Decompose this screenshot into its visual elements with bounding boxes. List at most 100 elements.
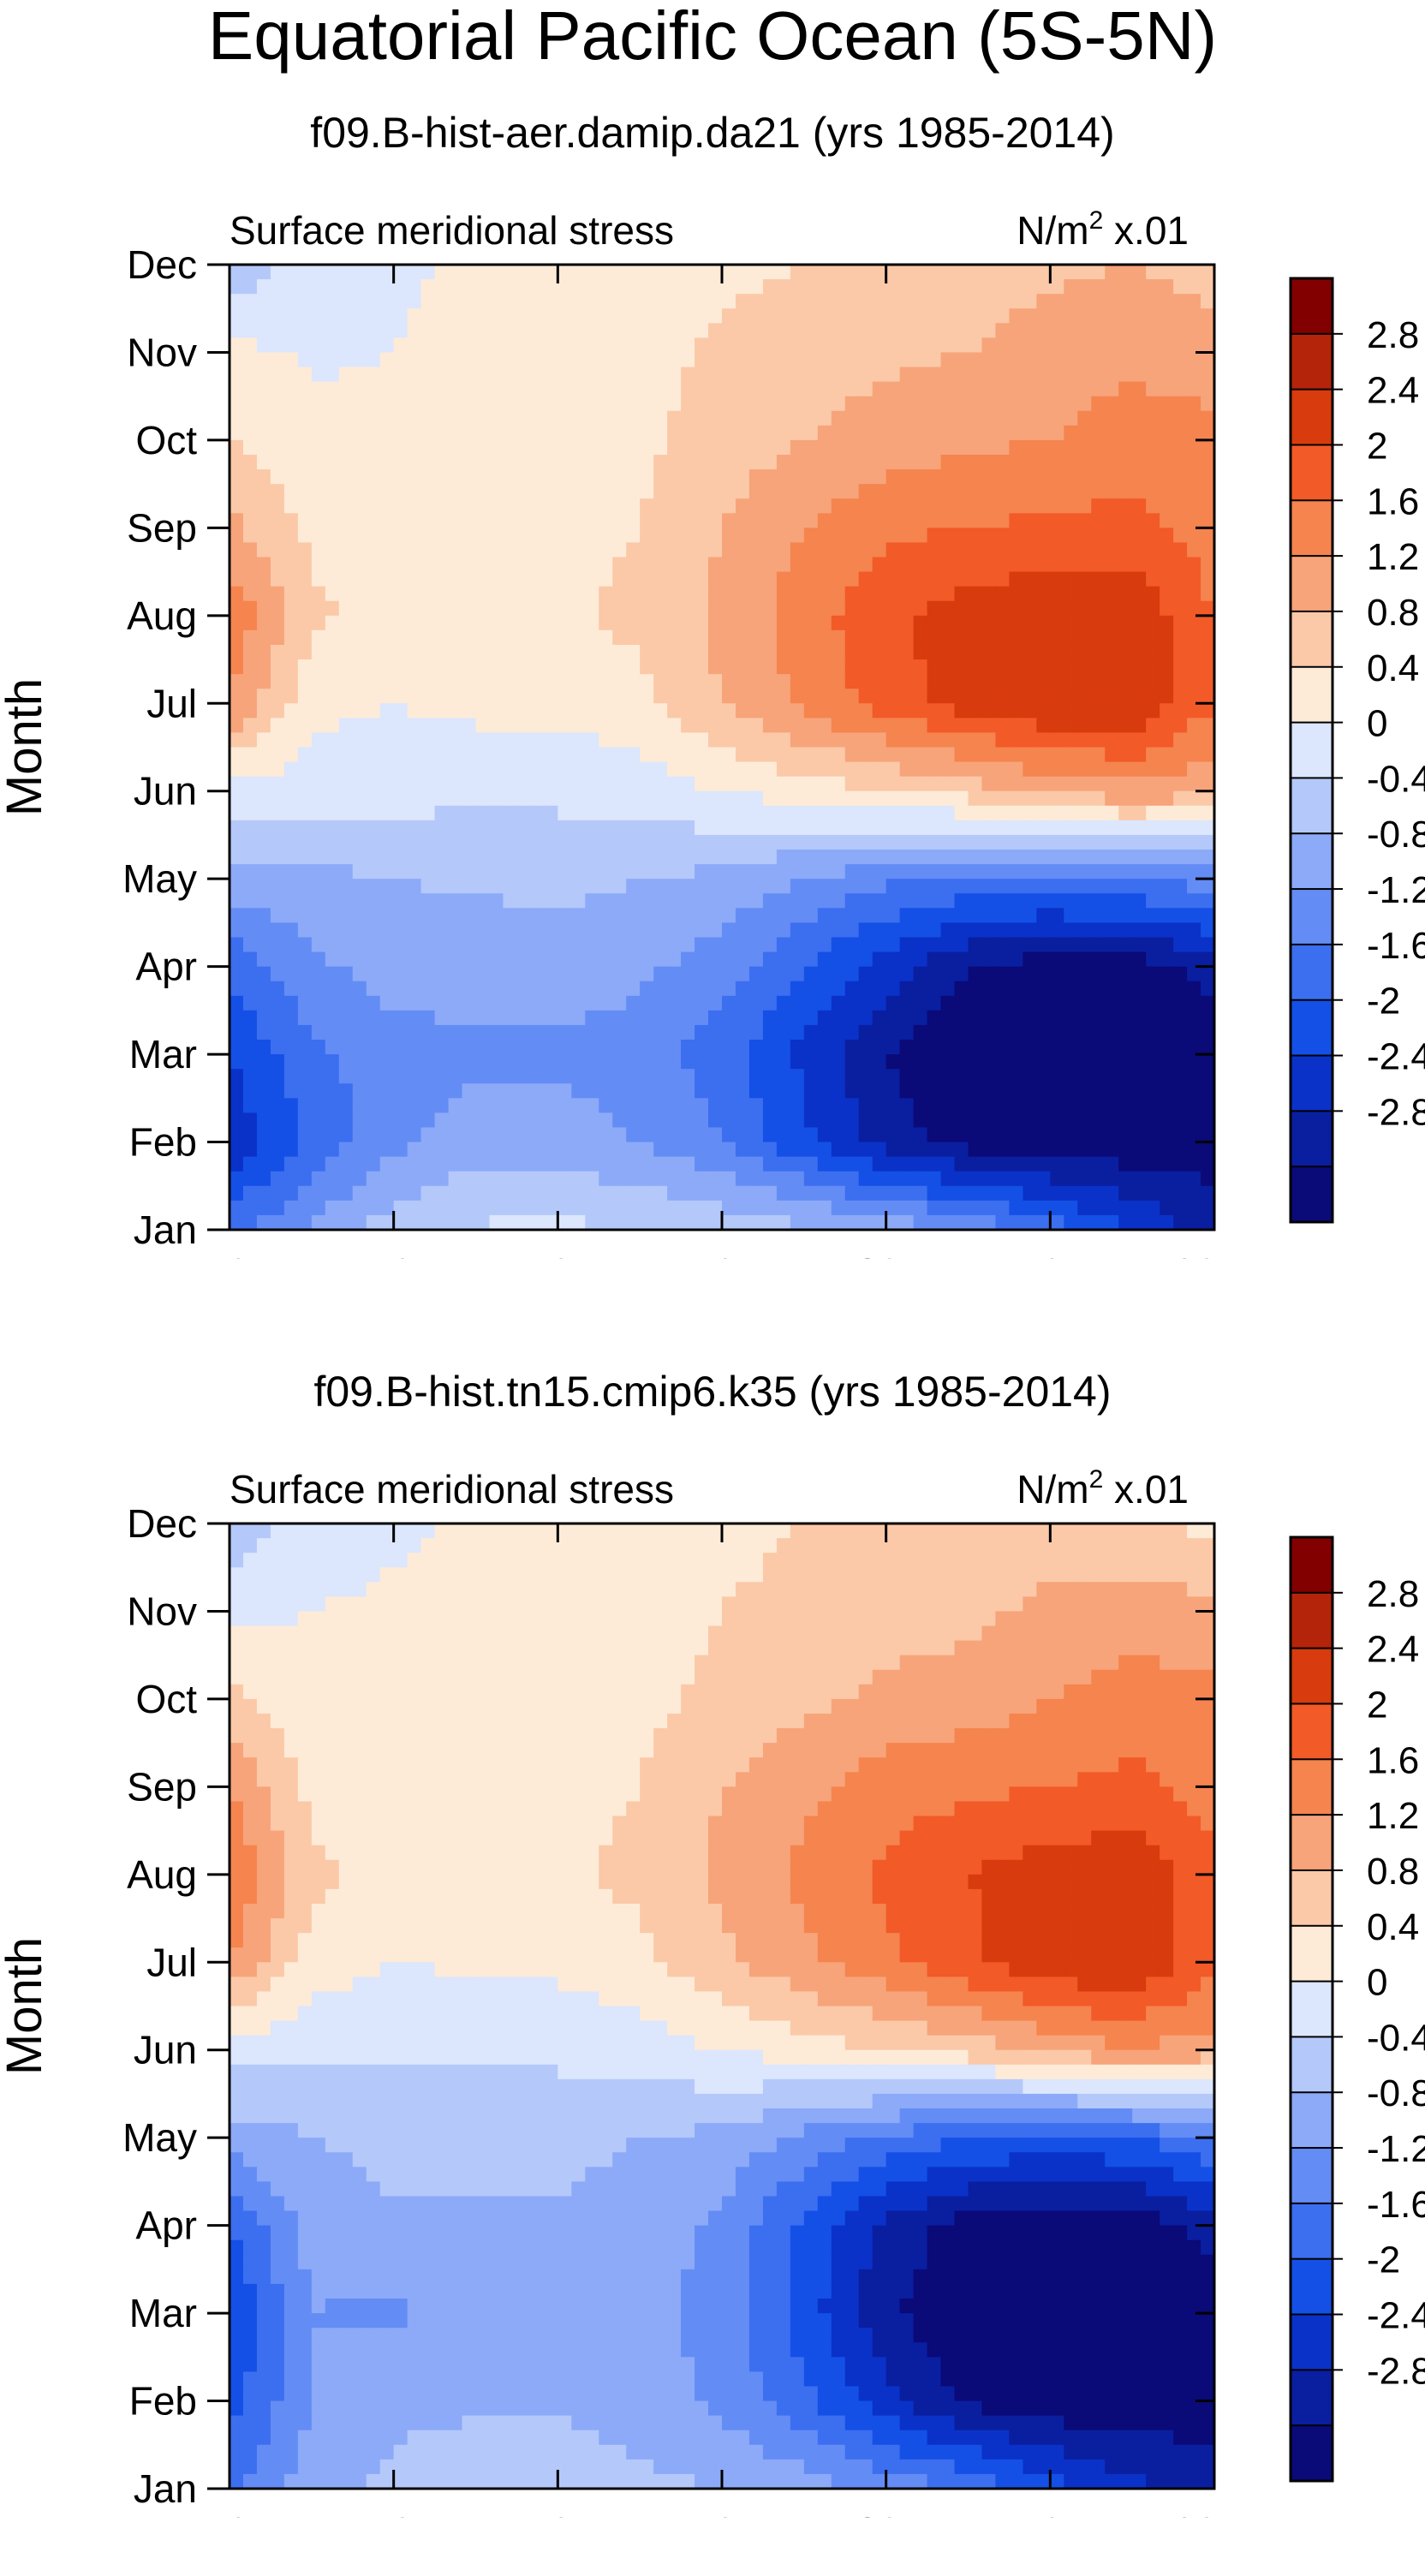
contour-cell (1132, 1040, 1147, 1055)
contour-cell (571, 1142, 587, 1158)
contour-cell (667, 644, 682, 660)
contour-cell (940, 600, 956, 617)
contour-cell (776, 937, 791, 953)
contour-cell (1077, 644, 1093, 660)
contour-cell (516, 718, 532, 734)
contour-cell (817, 790, 832, 807)
panel-subtitle: f09.B-hist-aer.damip.da21 (yrs 1985-2014… (310, 109, 1115, 157)
contour-cell (858, 367, 873, 383)
contour-cell (1201, 718, 1215, 734)
contour-cell (872, 352, 887, 368)
contour-cell (585, 1112, 600, 1129)
contour-cell (612, 790, 627, 807)
contour-cell (626, 908, 641, 924)
contour-cell (516, 951, 532, 968)
contour-cell (297, 718, 313, 734)
contour-cell (858, 337, 873, 354)
contour-cell (1105, 790, 1119, 807)
contour-cell (256, 1185, 271, 1202)
contour-cell (762, 1112, 778, 1129)
contour-cell (1077, 1098, 1093, 1114)
contour-cell (1132, 1083, 1147, 1100)
contour-cell (1077, 689, 1093, 705)
contour-cell (1091, 265, 1106, 280)
contour-cell (1146, 439, 1160, 456)
contour-cell (256, 425, 271, 441)
contour-cell (872, 1054, 887, 1070)
contour-cell (270, 1054, 285, 1070)
contour-cell (352, 966, 367, 982)
contour-cell (230, 1098, 244, 1114)
contour-cell (981, 279, 997, 295)
contour-cell (311, 805, 326, 821)
contour-cell (831, 528, 846, 544)
contour-cell (462, 439, 477, 456)
contour-cell (1187, 834, 1201, 850)
contour-cell (1036, 718, 1052, 734)
contour-cell (981, 689, 997, 705)
contour-cell (1064, 747, 1079, 763)
contour-cell (762, 805, 778, 821)
contour-cell (803, 615, 819, 631)
contour-cell (297, 323, 313, 339)
contour-cell (913, 703, 928, 719)
contour-cell (434, 761, 450, 778)
contour-cell (530, 1127, 546, 1143)
contour-cell (1187, 586, 1201, 602)
contour-cell (230, 586, 244, 602)
contour-cell (954, 1524, 969, 1539)
contour-cell (270, 308, 285, 325)
contour-cell (1105, 1214, 1119, 1231)
contour-cell (762, 600, 778, 617)
contour-cell (858, 644, 873, 660)
colorbar-label: -0.4 (1367, 758, 1425, 800)
contour-cell (708, 571, 723, 587)
contour-cell (448, 776, 463, 792)
contour-cell (1201, 879, 1215, 895)
contour-cell (585, 1156, 600, 1172)
contour-cell (393, 937, 408, 953)
contour-cell (585, 1054, 600, 1070)
contour-cell (968, 557, 983, 573)
contour-cell (1146, 279, 1160, 295)
contour-cell (626, 1040, 641, 1055)
contour-cell (585, 922, 600, 939)
contour-cell (256, 674, 271, 689)
contour-cell (640, 747, 654, 763)
contour-cell (817, 674, 832, 689)
contour-cell (1132, 425, 1147, 441)
contour-cell (1023, 265, 1038, 280)
contour-cell (681, 1112, 695, 1129)
units-label: N/m2 x.01 (1017, 206, 1189, 253)
contour-cell (1118, 542, 1133, 558)
contour-cell (695, 586, 709, 602)
contour-cell (626, 805, 641, 821)
contour-cell (844, 629, 860, 646)
contour-cell (653, 1098, 668, 1114)
contour-cell (325, 1112, 340, 1129)
contour-cell (640, 1054, 654, 1070)
contour-cell (338, 513, 354, 529)
contour-cell (448, 557, 463, 573)
contour-cell (599, 1098, 614, 1114)
contour-cell (899, 790, 915, 807)
contour-cell (708, 1083, 723, 1100)
contour-cell (489, 850, 504, 865)
contour-cell (885, 995, 901, 1011)
contour-cell (1160, 352, 1174, 368)
contour-cell (544, 893, 559, 909)
contour-cell (297, 922, 313, 939)
contour-cell (803, 396, 819, 412)
contour-cell (1023, 908, 1038, 924)
contour-cell (503, 1524, 518, 1539)
contour-cell (557, 1112, 573, 1129)
contour-cell (954, 265, 969, 280)
contour-cell (448, 674, 463, 689)
contour-cell (325, 381, 340, 397)
contour-cell (1091, 776, 1106, 792)
contour-cell (530, 1142, 546, 1158)
contour-cell (1118, 396, 1133, 412)
contour-cell (981, 937, 997, 953)
contour-cell (1160, 1083, 1174, 1100)
contour-cell (393, 396, 408, 412)
